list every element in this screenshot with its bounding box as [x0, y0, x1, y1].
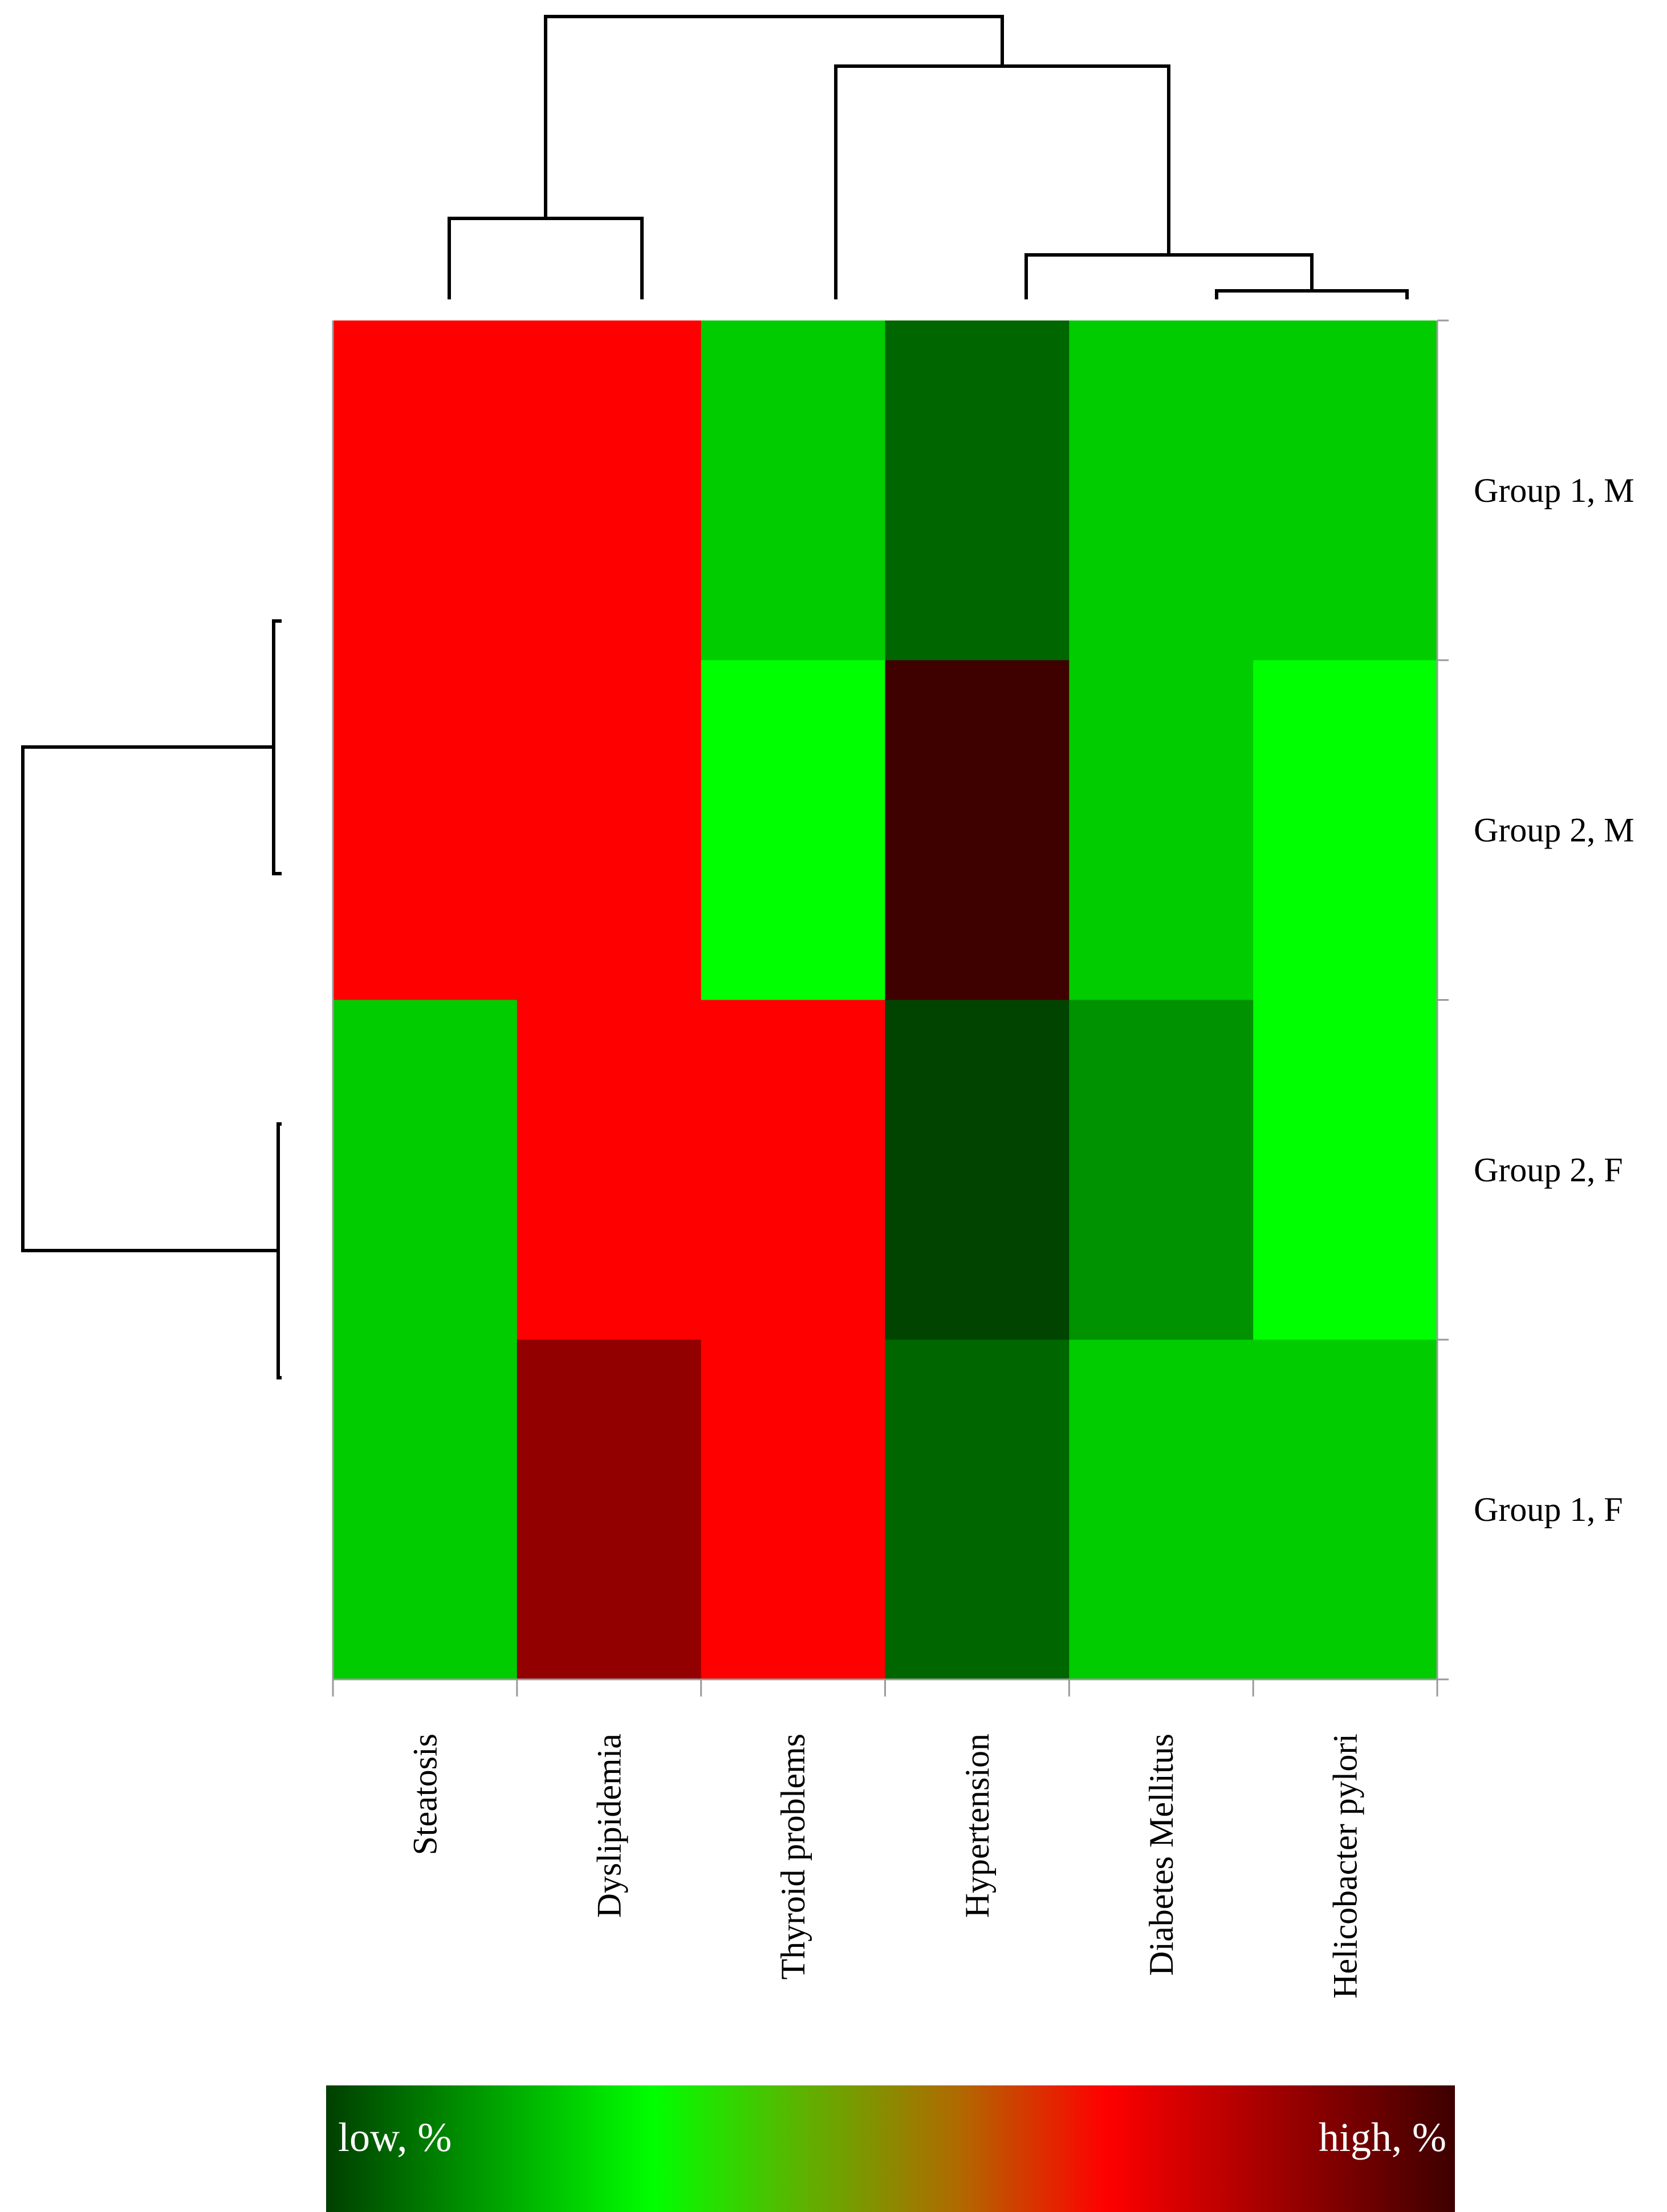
cell-group-1-m-hypertension — [885, 320, 1070, 661]
colorbar-high-label: high, % — [1319, 2114, 1446, 2160]
cell-group-1-m-thyroid-problems — [701, 320, 886, 661]
column-label-thyroid-problems: Thyroid problems — [774, 1734, 812, 1980]
row-dendrogram — [21, 619, 282, 1379]
cell-group-1-f-thyroid-problems — [701, 1340, 886, 1680]
column-label-hypertension: Hypertension — [958, 1734, 996, 1918]
row-dendro-root — [21, 745, 278, 1252]
column-label-diabetes-mellitus: Diabetes Mellitus — [1142, 1734, 1180, 1976]
cell-group-2-m-diabetes-mellitus — [1069, 660, 1254, 1001]
cell-group-1-m-diabetes-mellitus — [1069, 320, 1254, 661]
column-label-dyslipidemia: Dyslipidemia — [590, 1734, 628, 1918]
col-dendro-thyroid-branch — [834, 64, 1170, 299]
cell-group-2-m-steatosis — [333, 660, 518, 1001]
colorbar-low-label: low, % — [338, 2114, 452, 2160]
row-label-group-1-f: Group 1, F — [1474, 1491, 1623, 1528]
cell-group-2-m-dyslipidemia — [517, 660, 702, 1001]
col-dendro-diabetes-helicobacter — [1215, 289, 1409, 299]
cell-group-2-m-thyroid-problems — [701, 660, 886, 1001]
column-label-helicobacter-pylori: Helicobacter pylori — [1327, 1734, 1364, 1999]
cell-group-2-f-steatosis — [333, 1000, 518, 1340]
column-label-steatosis: Steatosis — [406, 1734, 444, 1855]
column-labels: Steatosis Dyslipidemia Thyroid problems Hyp… — [406, 1734, 1364, 1999]
cell-group-1-f-helicobacter-pylori — [1253, 1340, 1438, 1680]
cell-group-1-f-dyslipidemia — [517, 1340, 702, 1680]
col-dendro-steatosis-dyslipidemia — [448, 217, 644, 299]
heatmap-cells — [333, 320, 1438, 1680]
col-dendro-root — [544, 15, 1004, 218]
axis-ticks — [332, 319, 1449, 1696]
row-label-group-1-m: Group 1, M — [1474, 472, 1635, 509]
row-label-group-2-f: Group 2, F — [1474, 1151, 1623, 1188]
cell-group-1-m-steatosis — [333, 320, 518, 661]
col-dendro-hypertension-branch — [1024, 253, 1314, 299]
row-label-group-2-m: Group 2, M — [1474, 811, 1635, 849]
cell-group-2-f-hypertension — [885, 1000, 1070, 1340]
cell-group-1-f-diabetes-mellitus — [1069, 1340, 1254, 1680]
column-dendrogram — [448, 15, 1409, 299]
cell-group-2-f-dyslipidemia — [517, 1000, 702, 1340]
cell-group-2-m-hypertension — [885, 660, 1070, 1001]
row-dendro-group2f-group1f — [277, 1122, 282, 1379]
cell-group-1-f-hypertension — [885, 1340, 1070, 1680]
colorbar-gradient — [326, 2085, 1455, 2212]
cell-group-2-f-diabetes-mellitus — [1069, 1000, 1254, 1340]
cell-group-1-m-helicobacter-pylori — [1253, 320, 1438, 661]
cell-group-2-f-thyroid-problems — [701, 1000, 886, 1340]
cell-group-2-m-helicobacter-pylori — [1253, 660, 1438, 1001]
cell-group-2-f-helicobacter-pylori — [1253, 1000, 1438, 1340]
row-labels: Group 1, M Group 2, M Group 2, F Group 1, F — [1474, 472, 1635, 1528]
cell-group-1-m-dyslipidemia — [517, 320, 702, 661]
colorbar: low, % high, % — [326, 2085, 1455, 2212]
cell-group-1-f-steatosis — [333, 1340, 518, 1680]
row-dendro-group2m — [272, 619, 282, 875]
